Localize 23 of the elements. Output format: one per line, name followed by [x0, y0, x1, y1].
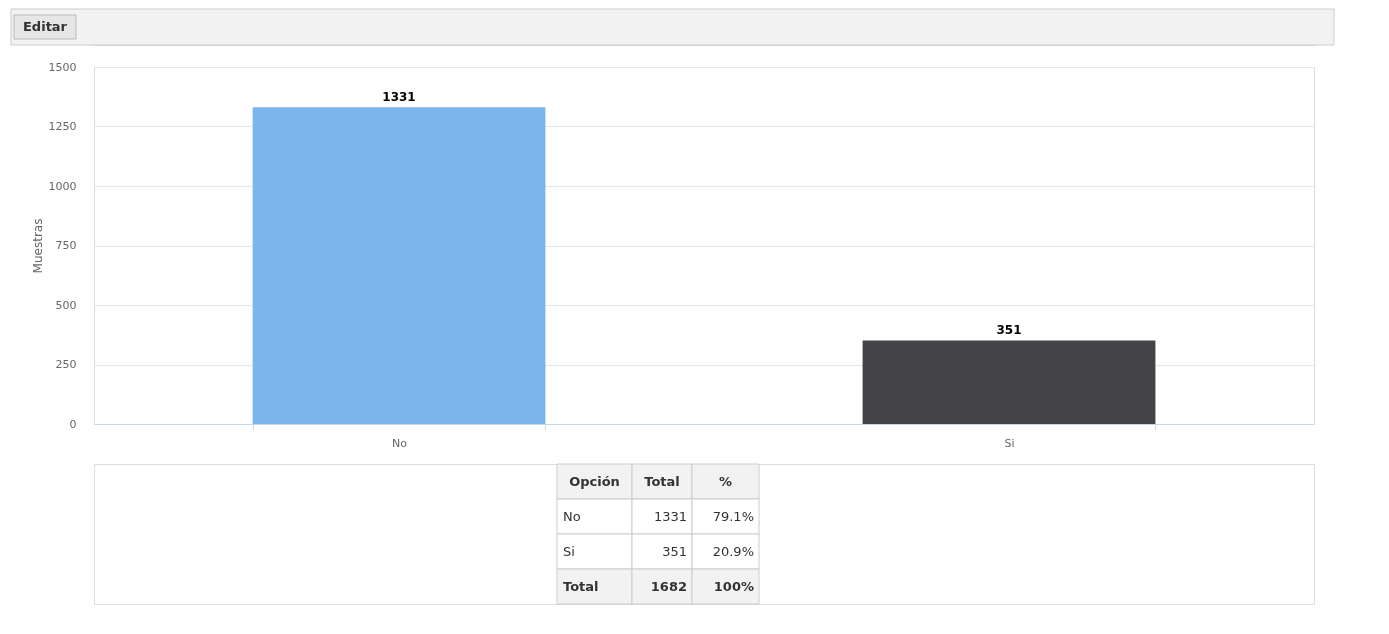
y-tick-label: 500	[55, 298, 77, 312]
y-tick-label: 750	[55, 239, 77, 252]
y-tick-label: 1500	[48, 60, 77, 74]
text: No	[563, 508, 581, 524]
text: 1682	[650, 578, 687, 594]
y-axis-title: Muestras	[30, 218, 45, 274]
text: %	[718, 473, 733, 489]
text: 100%	[713, 578, 754, 594]
text: Editar	[22, 19, 68, 34]
text: Opción	[569, 473, 620, 489]
data-label: 351	[996, 323, 1022, 338]
text: 79.1%	[712, 508, 754, 524]
text: 1331	[653, 508, 687, 524]
data-label: 1331	[382, 90, 416, 105]
y-tick-label: 1250	[48, 120, 77, 133]
y-tick-label: 0	[69, 417, 77, 431]
y-tick-label: 1000	[48, 179, 77, 193]
text: 351	[662, 543, 687, 559]
y-tick-label: 250	[55, 358, 77, 371]
text: Total	[563, 578, 599, 594]
text: Total	[644, 473, 680, 489]
text: 20.9%	[712, 543, 754, 559]
text: Si	[563, 543, 575, 559]
